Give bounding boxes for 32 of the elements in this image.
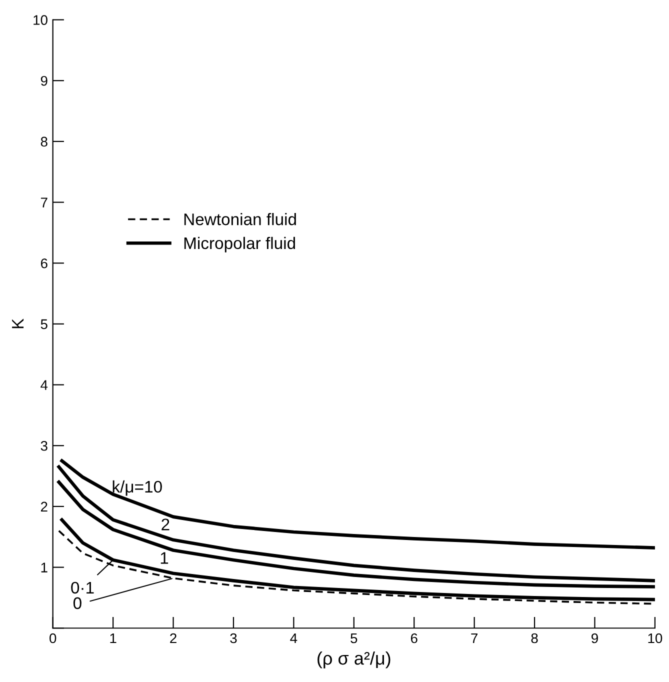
- line-series: [57, 465, 655, 582]
- y-tick-label: 4: [40, 380, 48, 390]
- y-tick-label: 1: [41, 562, 48, 572]
- annotation: 1: [160, 552, 168, 564]
- legend-label: Micropolar fluid: [184, 236, 295, 252]
- y-tick-label: 7: [40, 198, 48, 208]
- y-tick-label: 9: [40, 76, 48, 86]
- x-tick-label: 2: [170, 633, 176, 644]
- y-tick-label: 2: [40, 502, 48, 512]
- annotation: 2: [162, 518, 170, 530]
- x-tick-label: 6: [410, 633, 418, 644]
- annotation: k/μ=10: [112, 480, 162, 496]
- x-tick-label: 8: [531, 633, 538, 644]
- x-tick-label: 3: [230, 633, 237, 644]
- y-tick-label: 3: [40, 440, 48, 451]
- x-tick-label: 1: [110, 633, 116, 644]
- x-tick-label: 5: [350, 633, 358, 644]
- x-tick-label: 10: [648, 633, 662, 644]
- annotation: 0·1: [71, 582, 94, 594]
- legend-label: Newtonian fluid: [184, 212, 296, 226]
- annotation: 0: [73, 597, 82, 610]
- line-series: [60, 459, 655, 550]
- x-tick-label: 4: [290, 633, 298, 644]
- y-tick-label: 5: [40, 319, 48, 330]
- y-tick-label: 6: [40, 258, 48, 268]
- y-tick-label: 8: [40, 136, 48, 147]
- x-axis-title: (ρ σ a²/μ): [318, 651, 390, 668]
- y-axis-title: K: [12, 318, 24, 328]
- y-tick-label: 10: [34, 15, 48, 25]
- x-tick-label: 9: [592, 633, 598, 644]
- x-tick-label: 7: [471, 633, 478, 644]
- x-tick-label: 0: [50, 633, 56, 644]
